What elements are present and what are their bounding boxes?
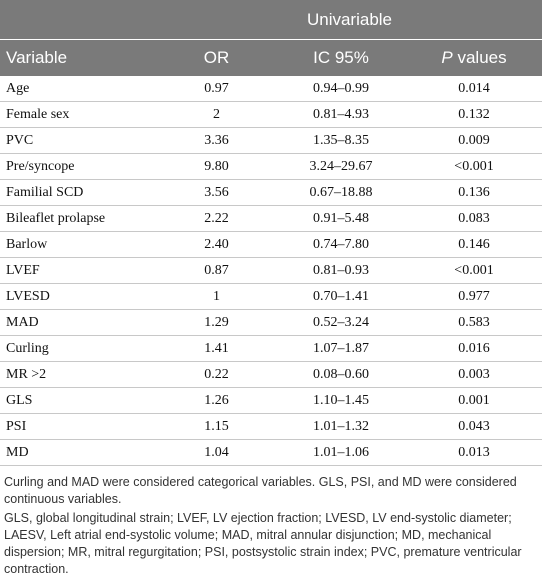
table-cell: 0.52–3.24 xyxy=(276,309,406,336)
column-header: P values xyxy=(406,39,542,76)
table-cell: 0.009 xyxy=(406,127,542,154)
table-cell: 3.56 xyxy=(157,179,276,206)
table-cell: Curling xyxy=(0,335,157,362)
table-cell: Familial SCD xyxy=(0,179,157,206)
table-cell: 3.36 xyxy=(157,127,276,154)
column-header: IC 95% xyxy=(276,39,406,76)
group-header: Univariable xyxy=(157,0,542,40)
table-row: Curling 1.41 1.07–1.87 0.016 xyxy=(0,335,542,362)
table-cell: LVEF xyxy=(0,257,157,284)
table-cell: 0.977 xyxy=(406,283,542,310)
table-cell: 0.003 xyxy=(406,361,542,388)
table-row: Pre/syncope 9.80 3.24–29.67 <0.001 xyxy=(0,153,542,180)
table-cell: 0.81–4.93 xyxy=(276,101,406,128)
column-header-row: Variable OR IC 95% P values xyxy=(0,39,542,76)
table-cell: 1.35–8.35 xyxy=(276,127,406,154)
table-cell: 1.10–1.45 xyxy=(276,387,406,414)
table-row: MR >2 0.22 0.08–0.60 0.003 xyxy=(0,361,542,388)
footnote: Curling and MAD were considered categori… xyxy=(4,475,517,506)
table-cell: 3.24–29.67 xyxy=(276,153,406,180)
table-row: Female sex 2 0.81–4.93 0.132 xyxy=(0,101,542,128)
table-cell: LVESD xyxy=(0,283,157,310)
table-cell: Pre/syncope xyxy=(0,153,157,180)
table-cell: 9.80 xyxy=(157,153,276,180)
table-row: GLS 1.26 1.10–1.45 0.001 xyxy=(0,387,542,414)
table-cell: Barlow xyxy=(0,231,157,258)
table-cell: 0.81–0.93 xyxy=(276,257,406,284)
table-cell: 0.146 xyxy=(406,231,542,258)
group-header-row: Univariable xyxy=(0,0,542,40)
table-row: MAD 1.29 0.52–3.24 0.583 xyxy=(0,309,542,336)
table-cell: GLS xyxy=(0,387,157,414)
table-cell: 0.043 xyxy=(406,413,542,440)
table-cell: <0.001 xyxy=(406,257,542,284)
footnotes: Curling and MAD were considered categori… xyxy=(0,466,542,578)
table-cell: 0.08–0.60 xyxy=(276,361,406,388)
table-row: Barlow 2.40 0.74–7.80 0.146 xyxy=(0,231,542,258)
table-row: Age 0.97 0.94–0.99 0.014 xyxy=(0,76,542,102)
table-cell: MD xyxy=(0,439,157,466)
table-cell: 0.22 xyxy=(157,361,276,388)
table-body: Age 0.97 0.94–0.99 0.014 Female sex 2 0.81–4.9… xyxy=(0,76,542,466)
table-row: Bileaflet prolapse 2.22 0.91–5.48 0.083 xyxy=(0,205,542,232)
table-cell: Age xyxy=(0,76,157,102)
table-cell: 2.40 xyxy=(157,231,276,258)
table-cell: 0.97 xyxy=(157,76,276,102)
table-row: PVC 3.36 1.35–8.35 0.009 xyxy=(0,127,542,154)
table-cell: 0.083 xyxy=(406,205,542,232)
table-cell: 1.07–1.87 xyxy=(276,335,406,362)
table-cell: 0.014 xyxy=(406,76,542,102)
table-cell: 0.001 xyxy=(406,387,542,414)
table-row: PSI 1.15 1.01–1.32 0.043 xyxy=(0,413,542,440)
table-row: Familial SCD 3.56 0.67–18.88 0.136 xyxy=(0,179,542,206)
results-table: Univariable Variable OR IC 95% P values Age… xyxy=(0,0,542,466)
table-row: LVEF 0.87 0.81–0.93 <0.001 xyxy=(0,257,542,284)
footnote: GLS, global longitudinal strain; LVEF, L… xyxy=(4,511,522,576)
table-cell: Female sex xyxy=(0,101,157,128)
table-cell: 0.94–0.99 xyxy=(276,76,406,102)
header-blank xyxy=(0,0,157,40)
table-cell: 2.22 xyxy=(157,205,276,232)
table-cell: 0.016 xyxy=(406,335,542,362)
table-cell: 1.04 xyxy=(157,439,276,466)
table-cell: 0.74–7.80 xyxy=(276,231,406,258)
table-cell: 1.29 xyxy=(157,309,276,336)
table-cell: 0.583 xyxy=(406,309,542,336)
table-cell: Bileaflet prolapse xyxy=(0,205,157,232)
table-cell: PVC xyxy=(0,127,157,154)
table-cell: 0.70–1.41 xyxy=(276,283,406,310)
table-cell: 0.013 xyxy=(406,439,542,466)
table-cell: 1.26 xyxy=(157,387,276,414)
column-header: Variable xyxy=(0,39,157,76)
table-cell: 0.91–5.48 xyxy=(276,205,406,232)
table-cell: 1.01–1.32 xyxy=(276,413,406,440)
table-row: MD 1.04 1.01–1.06 0.013 xyxy=(0,439,542,466)
table-cell: MR >2 xyxy=(0,361,157,388)
table-cell: 0.136 xyxy=(406,179,542,206)
table-cell: <0.001 xyxy=(406,153,542,180)
table-cell: MAD xyxy=(0,309,157,336)
column-header: OR xyxy=(157,39,276,76)
table-cell: 1 xyxy=(157,283,276,310)
table-cell: 1.01–1.06 xyxy=(276,439,406,466)
table-cell: 0.67–18.88 xyxy=(276,179,406,206)
table-cell: PSI xyxy=(0,413,157,440)
table-cell: 1.41 xyxy=(157,335,276,362)
table-cell: 0.87 xyxy=(157,257,276,284)
table-cell: 0.132 xyxy=(406,101,542,128)
table-cell: 2 xyxy=(157,101,276,128)
table-cell: 1.15 xyxy=(157,413,276,440)
table-row: LVESD 1 0.70–1.41 0.977 xyxy=(0,283,542,310)
